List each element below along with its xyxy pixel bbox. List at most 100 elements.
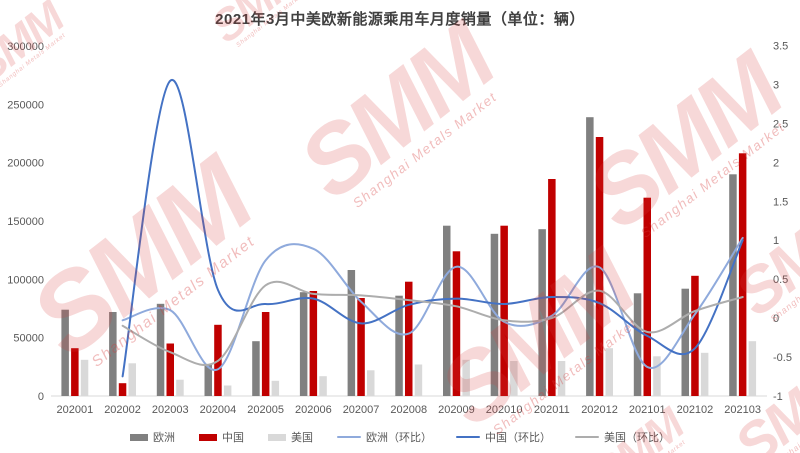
legend-line-swatch [337,435,361,439]
bar-美国-202102 [700,352,709,396]
bar-中国-202103 [738,153,747,396]
legend-label: 中国 [222,432,244,444]
left-axis-tick-label: 150000 [7,216,44,228]
bar-欧洲-202103 [729,174,737,396]
x-axis-label: 202101 [629,404,666,416]
legend-bar-swatch [199,433,217,441]
x-axis-label: 202002 [104,404,141,416]
right-axis-tick-label: 2 [773,157,779,169]
bar-欧洲-202003 [156,303,165,396]
bar-中国-202008 [405,281,413,396]
x-axis-label: 202011 [534,404,570,416]
bar-美国-202008 [414,364,423,396]
legend-label: 欧洲 [153,432,175,444]
legend-bar-swatch [268,433,286,441]
right-axis-tick-label: 2.5 [773,119,788,131]
bar-中国-202101 [643,197,651,396]
left-axis-tick-label: 50000 [13,333,44,345]
bar-中国-202009 [452,251,461,396]
x-axis-label: 202006 [295,404,332,416]
bar-欧洲-202102 [681,288,689,396]
bar-美国-202005 [271,380,280,396]
bar-欧洲-202006 [299,292,308,396]
legend-item-美国（环比）: 美国（环比） [575,429,670,445]
right-axis-tick-label: 1.5 [773,196,788,208]
bar-美国-202001 [80,359,89,396]
bar-中国-202003 [166,343,174,396]
x-axis-label: 202102 [677,404,714,416]
bar-美国-202011 [557,361,566,396]
bar-中国-202002 [118,383,127,396]
x-axis-label: 202001 [56,404,93,416]
bar-中国-202007 [357,298,365,396]
x-axis-label: 202007 [343,404,380,416]
legend-label: 欧洲（环比） [366,432,432,444]
x-axis-label: 202009 [438,404,475,416]
line-美国（环比） [121,280,744,366]
bar-美国-202101 [653,356,661,396]
x-axis-label: 202004 [200,404,237,416]
chart-title: 2021年3月中美欧新能源乘用车月度销量（单位：辆） [215,11,585,28]
left-axis-tick-label: 0 [38,391,44,403]
bar-美国-202006 [319,376,327,396]
right-axis-tick-label: -1 [773,391,783,403]
right-axis-tick-label: -0.5 [773,352,792,364]
bar-中国-202006 [309,291,318,396]
legend-label: 美国 [291,432,313,444]
bar-美国-202012 [605,348,613,396]
right-axis-tick-label: 1 [773,235,779,247]
bar-欧洲-202008 [395,295,403,396]
bar-欧洲-202004 [204,364,212,396]
x-axis-label: 202012 [581,404,618,416]
left-axis-tick-label: 100000 [7,274,44,286]
bar-欧洲-202011 [538,229,546,396]
chart-legend: 欧洲 中国 美国 欧洲（环比） 中国（环比） 美国（环比） [0,429,800,445]
bar-欧洲-202005 [252,341,260,396]
legend-item-中国: 中国 [199,429,244,445]
right-axis-tick-label: 0 [773,313,779,325]
bar-中国-202001 [71,348,79,396]
legend-item-中国（环比）: 中国（环比） [456,429,551,445]
left-axis-tick-label: 300000 [7,41,44,53]
bar-美国-202004 [223,385,232,396]
x-axis-label: 202010 [486,404,523,416]
legend-line-swatch [575,435,599,439]
bar-欧洲-202010 [490,233,499,396]
legend-item-欧洲（环比）: 欧洲（环比） [337,429,432,445]
left-axis-tick-label: 250000 [7,99,44,111]
x-axis-label: 202003 [152,404,189,416]
bar-美国-202010 [510,361,518,396]
bar-欧洲-202001 [61,309,69,396]
legend-line-swatch [456,435,480,439]
left-axis-tick-label: 200000 [7,158,44,170]
right-axis-tick-label: 0.5 [773,274,788,286]
legend-item-欧洲: 欧洲 [130,429,175,445]
bar-欧洲-202012 [586,117,594,396]
bar-中国-202005 [261,312,270,396]
legend-label: 美国（环比） [604,432,670,444]
legend-bar-swatch [130,433,148,441]
line-中国（环比） [121,79,744,378]
right-axis-tick-label: 3.5 [773,41,788,53]
bar-中国-202010 [500,225,508,396]
bar-美国-202003 [176,379,184,396]
x-axis-label: 202005 [247,404,284,416]
bar-欧洲-202009 [443,225,451,396]
bar-美国-202002 [128,363,136,396]
right-axis-tick-label: 3 [773,80,779,92]
bar-欧洲-202002 [109,312,117,396]
bar-美国-202103 [748,341,757,396]
x-axis-label: 202008 [390,404,427,416]
legend-item-美国: 美国 [268,429,313,445]
bar-中国-202011 [548,179,556,396]
x-axis-label: 202103 [724,404,761,416]
bar-美国-202009 [462,359,470,396]
bar-中国-202102 [691,275,699,396]
bar-欧洲-202007 [347,270,356,396]
bar-欧洲-202101 [633,293,642,396]
bar-美国-202007 [367,370,375,396]
legend-label: 中国（环比） [485,432,551,444]
line-欧洲（环比） [121,236,744,371]
